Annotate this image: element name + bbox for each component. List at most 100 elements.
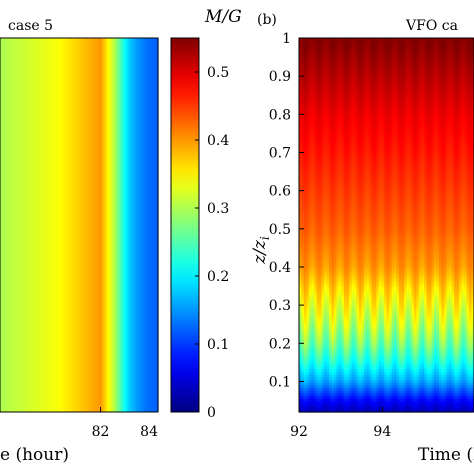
panel-b-heatmap-cell [406, 214, 410, 218]
panel-b-heatmap-cell [314, 107, 318, 111]
panel-b-heatmap-cell [349, 152, 353, 157]
panel-b-heatmap-cell [421, 182, 425, 186]
panel-b-heatmap-cell [439, 200, 443, 205]
panel-b-heatmap-cell [324, 214, 328, 218]
panel-b-heatmap-cell [311, 200, 315, 205]
panel-b-heatmap-cell [446, 102, 450, 106]
panel-b-heatmap-cell [471, 118, 474, 122]
panel-b-heatmap-cell [366, 152, 370, 157]
panel-b-heatmap-cell [406, 150, 410, 154]
panel-b-heatmap-cell [469, 112, 473, 117]
panel-b-heatmap-cell [409, 134, 413, 138]
panel-b-heatmap-cell [374, 142, 378, 146]
panel-b-heatmap-cell [341, 46, 345, 50]
panel-b-heatmap-cell [459, 192, 463, 197]
panel-b-heatmap-cell [394, 134, 398, 138]
panel-b-heatmap-cell [319, 62, 323, 66]
panel-b-heatmap-cell [386, 171, 390, 175]
panel-b-heatmap-cell [399, 147, 403, 151]
panel-b-heatmap-cell [359, 54, 363, 58]
panel-b-heatmap-cell [446, 128, 450, 133]
panel-b-heatmap-cell [331, 134, 335, 138]
panel-b-heatmap-cell [321, 107, 325, 111]
panel-b-heatmap-cell [436, 91, 440, 95]
panel-b-heatmap-cell [366, 216, 370, 221]
panel-b-heatmap-cell [434, 104, 438, 109]
panel-b-heatmap-cell [424, 144, 428, 149]
panel-b-heatmap-cell [444, 126, 448, 130]
panel-b-heatmap-cell [404, 176, 408, 181]
panel-b-heatmap-cell [384, 187, 388, 191]
panel-b-heatmap-cell [459, 158, 463, 162]
panel-b-heatmap-cell [466, 115, 470, 119]
panel-b-heatmap-cell [454, 142, 458, 146]
panel-b-heatmap-cell [326, 147, 330, 151]
panel-b-heatmap-cell [389, 200, 393, 205]
panel-b-heatmap-cell [434, 195, 438, 199]
panel-b-heatmap-cell [364, 216, 368, 221]
panel-b-heatmap-cell [471, 150, 474, 154]
panel-b-heatmap-cell [446, 131, 450, 135]
panel-b-heatmap-cell [384, 155, 388, 159]
panel-b-heatmap-cell [464, 38, 468, 42]
panel-b-heatmap-cell [446, 136, 450, 141]
panel-b-heatmap-cell [469, 136, 473, 141]
panel-b-heatmap-cell [414, 40, 418, 44]
panel-b-heatmap-cell [434, 128, 438, 133]
panel-b-heatmap-cell [319, 80, 323, 85]
panel-b-heatmap-cell [456, 62, 460, 66]
panel-b-heatmap-cell [471, 206, 474, 210]
panel-b-heatmap-cell [399, 67, 403, 71]
panel-b-heatmap-cell [401, 99, 405, 103]
panel-b-heatmap-cell [311, 163, 315, 167]
panel-b-heatmap-cell [381, 155, 385, 159]
panel-b-heatmap-cell [441, 80, 445, 85]
panel-b-heatmap-cell [386, 200, 390, 205]
panel-b-heatmap-cell [391, 182, 395, 186]
panel-b-heatmap-cell [451, 211, 455, 215]
panel-b-heatmap-cell [461, 72, 465, 76]
panel-b-heatmap-cell [404, 94, 408, 98]
panel-b-heatmap-cell [339, 67, 343, 71]
panel-b-heatmap-cell [404, 107, 408, 111]
panel-b-heatmap-cell [469, 142, 473, 146]
panel-b-heatmap-cell [326, 112, 330, 117]
panel-b-heatmap-cell [329, 128, 333, 133]
panel-b-heatmap-cell [441, 147, 445, 151]
panel-b-heatmap-cell [381, 78, 385, 82]
panel-b-heatmap-cell [461, 187, 465, 191]
panel-b-heatmap-cell [346, 187, 350, 191]
panel-b-heatmap-cell [359, 59, 363, 63]
panel-b-heatmap-cell [384, 110, 388, 114]
panel-b-heatmap-cell [319, 75, 323, 79]
panel-b-heatmap-cell [356, 198, 360, 202]
panel-b-heatmap-cell [314, 206, 318, 210]
panel-b-heatmap-cell [309, 64, 313, 68]
panel-b-heatmap-cell [436, 134, 440, 138]
panel-b-heatmap-cell [326, 211, 330, 215]
panel-b-heatmap-cell [426, 163, 430, 167]
panel-b-heatmap-cell [401, 198, 405, 202]
panel-b-heatmap-cell [444, 190, 448, 194]
panel-b-heatmap-cell [451, 118, 455, 122]
panel-b-heatmap-cell [409, 48, 413, 52]
panel-b-heatmap-cell [391, 99, 395, 103]
panel-b-heatmap-cell [311, 54, 315, 58]
panel-b-heatmap-cell [316, 70, 320, 74]
panel-b-heatmap-cell [409, 83, 413, 87]
panel-b-heatmap-cell [471, 96, 474, 101]
panel-b-heatmap-cell [329, 91, 333, 95]
panel-b-heatmap-cell [344, 70, 348, 74]
panel-b-heatmap-cell [329, 59, 333, 63]
panel-b-heatmap-cell [341, 195, 345, 199]
panel-b-heatmap-cell [386, 198, 390, 202]
panel-b-heatmap-cell [326, 96, 330, 101]
panel-b-heatmap-cell [339, 142, 343, 146]
panel-b-heatmap-cell [429, 203, 433, 207]
panel-b-heatmap-cell [391, 174, 395, 178]
panel-b-heatmap-cell [429, 171, 433, 175]
panel-b-heatmap-cell [409, 75, 413, 79]
panel-b-heatmap-cell [464, 70, 468, 74]
panel-b-heatmap-cell [326, 208, 330, 213]
panel-b-heatmap-cell [326, 216, 330, 221]
